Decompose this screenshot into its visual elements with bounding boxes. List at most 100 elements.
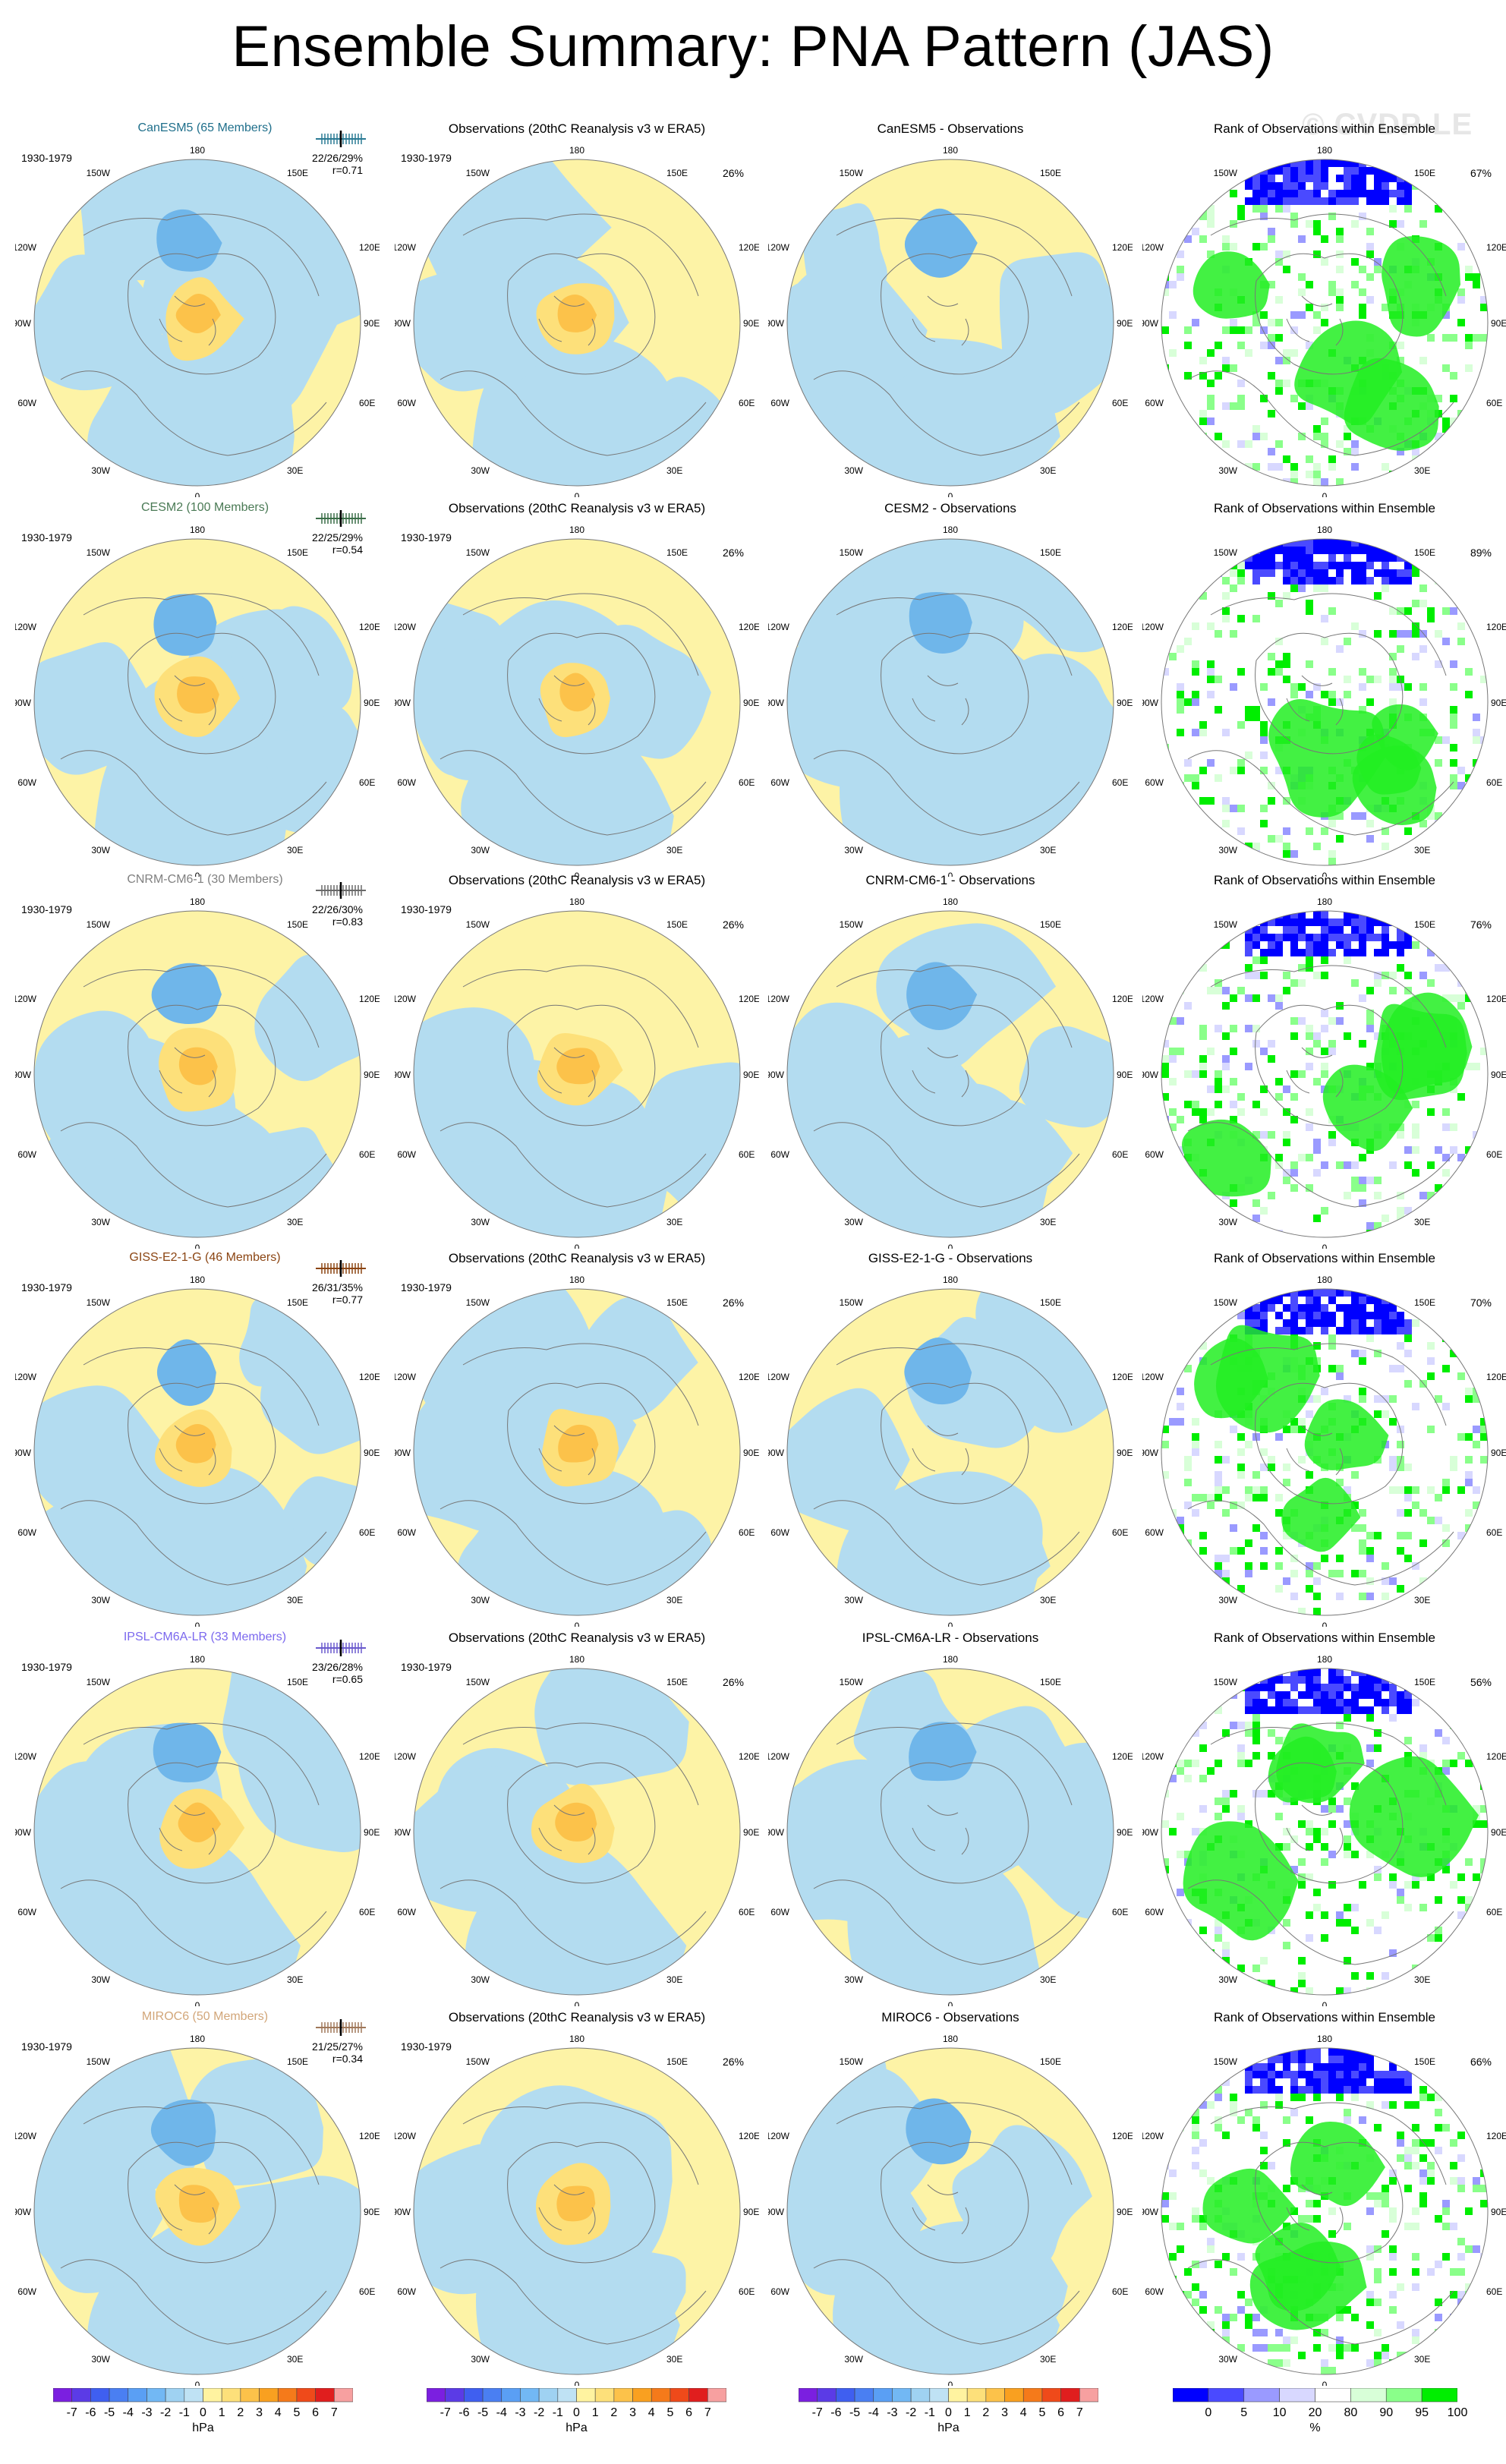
lon-label-top: 180 bbox=[190, 2034, 205, 2044]
lon-label-r1: 150E bbox=[1414, 1297, 1435, 1308]
lon-label-l4: 60W bbox=[17, 777, 36, 788]
lon-label-l3: 90W bbox=[768, 2207, 785, 2217]
lon-label-r3: 90E bbox=[1117, 1070, 1133, 1080]
lon-label-l3: 90W bbox=[395, 1070, 411, 1080]
colorbar-swatch bbox=[221, 2387, 241, 2403]
obs-title: Observations (20thC Reanalysis v3 w ERA5… bbox=[448, 2010, 706, 2024]
lon-label-r5: 30E bbox=[1414, 845, 1430, 855]
lon-label-l5: 30W bbox=[91, 1974, 110, 1985]
lon-label-l3: 90W bbox=[15, 318, 32, 329]
lon-label-r4: 60E bbox=[1112, 398, 1128, 408]
colorbar-tick-label: -4 bbox=[496, 2406, 507, 2419]
lon-label-l2: 120W bbox=[15, 2131, 37, 2141]
lon-label-l1: 150W bbox=[466, 547, 490, 558]
colorbar-swatch bbox=[817, 2387, 836, 2403]
colorbar-swatch bbox=[315, 2387, 335, 2403]
colorbar-tick-label: 1 bbox=[218, 2406, 225, 2419]
model-map: 180 0 150W 150E 120W 120E 90W 90E 60W 60E 30W 30E bbox=[15, 145, 380, 497]
lon-label-l3: 90W bbox=[1142, 2207, 1159, 2217]
lon-label-l4: 60W bbox=[770, 398, 789, 408]
lon-label-l1: 150W bbox=[87, 1677, 111, 1687]
colorbar-swatch bbox=[426, 2387, 446, 2403]
rank-map: 180 0 150W 150E 120W 120E 90W 90E 60W 60E 30W 30E bbox=[1142, 2034, 1506, 2386]
lon-label-r5: 30E bbox=[1414, 2354, 1430, 2365]
colorbar-unit: hPa bbox=[192, 2421, 214, 2434]
lon-label-r2: 120E bbox=[739, 1751, 759, 1762]
colorbar-tick-label: -6 bbox=[830, 2406, 842, 2419]
lon-label-bottom: 0 bbox=[575, 491, 580, 497]
pattern-stats: 22/26/30% r=0.83 bbox=[312, 903, 363, 928]
lon-label-r2: 120E bbox=[1486, 1372, 1506, 1382]
colorbar-tick-label: -3 bbox=[141, 2406, 153, 2419]
colorbar-tick-label: 0 bbox=[1205, 2406, 1212, 2419]
lon-label-l2: 120W bbox=[15, 242, 37, 253]
lon-label-l4: 60W bbox=[1145, 2286, 1164, 2297]
colorbar-swatch bbox=[464, 2387, 484, 2403]
colorbar-tick-label: 4 bbox=[1019, 2406, 1027, 2419]
colorbar-swatch bbox=[1279, 2387, 1315, 2403]
lon-label-l1: 150W bbox=[87, 2056, 111, 2067]
lon-label-r1: 150E bbox=[666, 2056, 688, 2067]
lon-label-r1: 150E bbox=[666, 168, 688, 178]
lon-label-r3: 90E bbox=[1491, 318, 1506, 329]
rank-panel-3: Rank of Observations within Ensemble 180 0… bbox=[1142, 873, 1506, 1249]
lon-label-r4: 60E bbox=[1486, 1907, 1502, 1917]
pattern-stats: 22/25/29% r=0.54 bbox=[312, 531, 363, 556]
colorbar-swatch bbox=[854, 2387, 874, 2403]
period-label: 1930-1979 bbox=[401, 1661, 452, 1673]
colorbar-swatch bbox=[1004, 2387, 1024, 2403]
obs-percent: 26% bbox=[722, 1676, 744, 1688]
obs-panel-4: Observations (20thC Reanalysis v3 w ERA5… bbox=[395, 1251, 759, 1627]
colorbar-swatch bbox=[520, 2387, 540, 2403]
colorbar-tick-label: 1 bbox=[591, 2406, 599, 2419]
lon-label-l1: 150W bbox=[840, 1297, 864, 1308]
colorbar-swatch bbox=[71, 2387, 91, 2403]
colorbar-swatch bbox=[1208, 2387, 1245, 2403]
model-map: 180 0 150W 150E 120W 120E 90W 90E 60W 60E 30W 30E bbox=[15, 525, 380, 877]
lon-label-l5: 30W bbox=[844, 845, 863, 855]
obs-percent: 26% bbox=[722, 167, 744, 179]
obs-title: Observations (20thC Reanalysis v3 w ERA5… bbox=[448, 501, 706, 515]
colorbar-swatch bbox=[90, 2387, 110, 2403]
obs-map: 180 0 150W 150E 120W 120E 90W 90E 60W 60E 30W 30E bbox=[395, 145, 759, 497]
colorbar-tick-label: 2 bbox=[237, 2406, 244, 2419]
lon-label-l2: 120W bbox=[395, 994, 417, 1004]
lon-label-r3: 90E bbox=[1491, 1448, 1506, 1458]
lon-label-l2: 120W bbox=[768, 2131, 790, 2141]
rank-title: Rank of Observations within Ensemble bbox=[1214, 1631, 1435, 1645]
rank-panel-6: Rank of Observations within Ensemble 180 0… bbox=[1142, 2010, 1506, 2386]
lon-label-l2: 120W bbox=[395, 1751, 417, 1762]
lon-label-l3: 90W bbox=[768, 1448, 785, 1458]
lon-label-r4: 60E bbox=[739, 1149, 755, 1160]
colorbar-swatch bbox=[1243, 2387, 1280, 2403]
lon-label-l3: 90W bbox=[1142, 698, 1159, 708]
ensemble-spread-icon bbox=[316, 882, 366, 899]
lon-label-l2: 120W bbox=[1142, 242, 1164, 253]
colorbar-tick-label: 6 bbox=[312, 2406, 320, 2419]
colorbar-tick-label: 6 bbox=[1057, 2406, 1065, 2419]
lon-label-r2: 120E bbox=[1486, 2131, 1506, 2141]
pattern-stats: 22/26/29% r=0.71 bbox=[312, 152, 363, 176]
obs-percent: 26% bbox=[722, 547, 744, 559]
lon-label-bottom: 0 bbox=[948, 871, 953, 877]
lon-label-r2: 120E bbox=[1112, 1751, 1133, 1762]
lon-label-r3: 90E bbox=[743, 318, 759, 329]
colorbar-swatch bbox=[985, 2387, 1005, 2403]
lon-label-r1: 150E bbox=[666, 919, 688, 930]
diff-map: 180 0 150W 150E 120W 120E 90W 90E 60W 60E 30W 30E bbox=[768, 525, 1133, 877]
lon-label-l1: 150W bbox=[87, 547, 111, 558]
colorbar-unit: hPa bbox=[937, 2421, 959, 2434]
lon-label-bottom: 0 bbox=[948, 1621, 953, 1627]
lon-label-l5: 30W bbox=[1218, 465, 1237, 476]
lon-label-l1: 150W bbox=[1214, 168, 1238, 178]
colorbar-tick-label: -5 bbox=[103, 2406, 115, 2419]
lon-label-l5: 30W bbox=[471, 2354, 490, 2365]
lon-label-r5: 30E bbox=[1414, 1595, 1430, 1605]
lon-label-l1: 150W bbox=[466, 2056, 490, 2067]
lon-label-r4: 60E bbox=[359, 2286, 375, 2297]
lon-label-r3: 90E bbox=[1491, 2207, 1506, 2217]
lon-label-r5: 30E bbox=[1040, 1217, 1056, 1227]
lon-label-bottom: 0 bbox=[1322, 1621, 1328, 1627]
lon-label-bottom: 0 bbox=[195, 2000, 200, 2006]
rank-percent: 56% bbox=[1470, 1676, 1492, 1688]
